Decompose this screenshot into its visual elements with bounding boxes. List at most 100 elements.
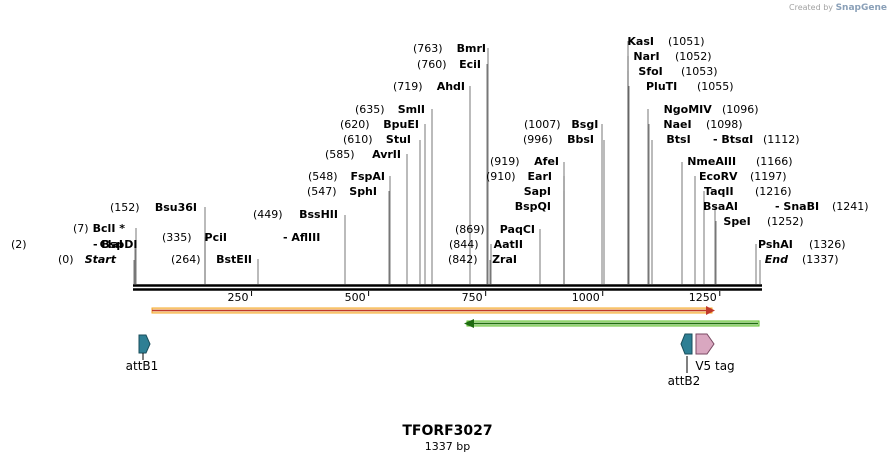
cut-site-name[interactable]: PaqCI [500, 223, 535, 236]
cut-site-pair-name[interactable]: - BtsαI [713, 133, 753, 146]
attB1-label: attB1 [126, 359, 159, 373]
cut-site-position: (620) [340, 118, 370, 131]
cut-site-position: (264) [171, 253, 201, 266]
ruler-tick-label: 1250 [689, 291, 717, 304]
cut-site-position: (919) [490, 155, 520, 168]
cut-site-position: (1051) [668, 35, 705, 48]
ruler-tick-label: 500 [345, 291, 366, 304]
cut-site-position: (1112) [763, 133, 800, 146]
cut-site-name[interactable]: NaeI [663, 118, 691, 131]
snapgene-credit: Created by SnapGene [789, 3, 887, 13]
cut-site-name[interactable]: NmeAIII [687, 155, 736, 168]
cut-site-labels: ClaI (2) - BspDI BclI * (7) Start (0) Bsu36I (15… [11, 35, 869, 266]
cut-site-name[interactable]: BsgI [571, 118, 598, 131]
cut-site-position: (1241) [832, 200, 869, 213]
cut-site-position: (1337) [802, 253, 839, 266]
cut-site-name[interactable]: BclI * [93, 222, 126, 235]
cut-site-name[interactable]: PciI [205, 231, 227, 244]
ruler-ticks: 250 500 750 1000 1250 [228, 291, 721, 304]
cut-site-position: (2) [11, 238, 27, 251]
v5-tag-label: V5 tag [695, 359, 734, 373]
cut-site-position: (910) [486, 170, 516, 183]
cut-site-pair-name[interactable]: - SnaBI [775, 200, 819, 213]
cut-site-pair-name[interactable]: - AflIII [283, 231, 320, 244]
cut-site-position: (1166) [756, 155, 793, 168]
cut-site-pair-name[interactable]: - BspDI [93, 238, 137, 251]
cut-site-position: (1096) [722, 103, 759, 116]
sequence-length: 1337 bp [424, 440, 471, 453]
sequence-name: TFORF3027 [402, 423, 493, 439]
cut-site-name[interactable]: EcoRV [699, 170, 738, 183]
cut-site-position: (842) [448, 253, 478, 266]
cut-site-name[interactable]: SpeI [723, 215, 750, 228]
cut-site-position: (1197) [750, 170, 787, 183]
cut-site-name[interactable]: AatII [494, 238, 523, 251]
cut-site-position: (760) [417, 58, 447, 71]
attB2-label: attB2 [668, 374, 701, 388]
attB1-feature[interactable]: attB1 [126, 334, 159, 373]
credit-prefix: Created by [789, 3, 834, 12]
cut-site-name[interactable]: PshAI [758, 238, 793, 251]
ruler-tick-label: 250 [228, 291, 249, 304]
cut-site-name[interactable]: KasI [627, 35, 654, 48]
cut-site-position: (335) [162, 231, 192, 244]
cut-site-name[interactable]: AvrII [372, 148, 401, 161]
cut-site-name[interactable]: StuI [386, 133, 411, 146]
cut-site-name[interactable]: BtsI [666, 133, 690, 146]
cut-site-name[interactable]: BstEII [216, 253, 252, 266]
cut-site-name[interactable]: NgoMIV [664, 103, 713, 116]
cut-site-position: (548) [308, 170, 338, 183]
cut-site-position: (0) [58, 253, 74, 266]
ruler-tick-label: 1000 [572, 291, 600, 304]
cut-site-name[interactable]: SmlI [398, 103, 425, 116]
cut-site-position: (547) [307, 185, 337, 198]
cut-site-name[interactable]: Start [85, 253, 117, 266]
cut-site-position: (1055) [697, 80, 734, 93]
cut-site-name[interactable]: BssHII [299, 208, 338, 221]
cut-site-name[interactable]: SapI [524, 185, 551, 198]
cut-site-name[interactable]: EarI [528, 170, 552, 183]
orf-forward[interactable] [151, 306, 715, 315]
cut-site-name[interactable]: TaqII [704, 185, 734, 198]
cut-site-name[interactable]: PluTI [646, 80, 677, 93]
attB2-feature[interactable]: attB2 [668, 333, 701, 388]
cut-site-name[interactable]: ClaI [100, 238, 123, 251]
cut-site-position: (635) [355, 103, 385, 116]
ruler-tick-label: 750 [462, 291, 483, 304]
cut-site-position: (610) [343, 133, 373, 146]
cut-site-name[interactable]: SfoI [638, 65, 662, 78]
orf-reverse[interactable] [464, 319, 760, 328]
cut-site-name[interactable]: BbsI [567, 133, 594, 146]
cut-site-name[interactable]: BsaAI [703, 200, 738, 213]
cut-site-position: (1098) [706, 118, 743, 131]
cut-site-position: (1216) [755, 185, 792, 198]
cut-site-position: (996) [523, 133, 553, 146]
cut-site-position: (585) [325, 148, 355, 161]
cut-site-position: (844) [449, 238, 479, 251]
cut-site-position: (1252) [767, 215, 804, 228]
cut-site-position: (1052) [675, 50, 712, 63]
cut-site-name[interactable]: ZraI [492, 253, 517, 266]
cut-site-name[interactable]: Bsu36I [155, 201, 197, 214]
cut-site-position: (1007) [524, 118, 561, 131]
cut-site-position: (763) [413, 42, 443, 55]
cut-site-name[interactable]: FspAI [350, 170, 385, 183]
v5-tag-feature[interactable]: V5 tag [695, 333, 735, 373]
cut-site-name[interactable]: AhdI [437, 80, 465, 93]
cut-site-name[interactable]: BpuEI [383, 118, 419, 131]
cut-site-position: (152) [110, 201, 140, 214]
cut-site-name[interactable]: End [765, 253, 788, 266]
cut-site-name[interactable]: NarI [633, 50, 659, 63]
cut-site-name[interactable]: AfeI [534, 155, 559, 168]
snapgene-logo: SnapGene [835, 3, 887, 13]
cut-site-position: (7) [73, 222, 89, 235]
cut-site-name[interactable]: SphI [349, 185, 377, 198]
cut-site-name[interactable]: BmrI [457, 42, 486, 55]
cut-site-position: (719) [393, 80, 423, 93]
cut-site-position: (1053) [681, 65, 718, 78]
cut-site-name[interactable]: BspQI [515, 200, 551, 213]
cut-site-name[interactable]: EciI [459, 58, 481, 71]
cut-site-position: (449) [253, 208, 283, 221]
cut-site-position: (1326) [809, 238, 846, 251]
